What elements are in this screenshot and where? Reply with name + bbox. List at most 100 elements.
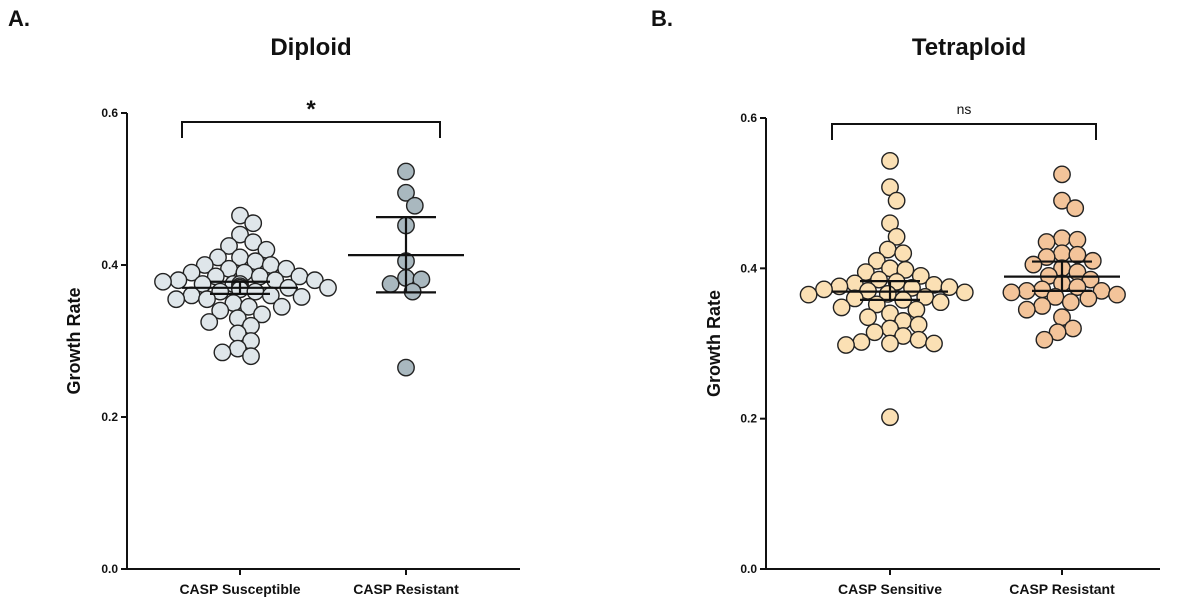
data-point <box>231 206 249 225</box>
chart-title: Diploid <box>270 34 351 61</box>
data-point <box>244 233 263 252</box>
data-point <box>1053 165 1071 184</box>
data-point <box>832 298 851 317</box>
y-tick-label: 0.2 <box>101 410 118 424</box>
data-point <box>272 297 291 316</box>
data-point <box>211 301 230 320</box>
data-point <box>931 293 950 312</box>
panel-letter-a: A. <box>8 6 30 31</box>
data-point <box>867 251 886 270</box>
data-point <box>213 343 232 362</box>
y-axis-label: Growth Rate <box>704 290 724 397</box>
data-point <box>319 278 337 297</box>
data-point <box>1037 233 1056 251</box>
data-point <box>940 278 959 297</box>
data-point <box>870 270 888 289</box>
y-tick-label: 0.6 <box>101 106 118 120</box>
significance-bracket <box>831 123 1097 140</box>
data-point <box>909 315 928 334</box>
data-point <box>1066 199 1085 218</box>
data-point <box>1108 285 1126 304</box>
data-point <box>1046 287 1065 306</box>
data-point <box>859 308 877 327</box>
panel-letter-b: B. <box>651 6 673 31</box>
data-point <box>887 191 906 210</box>
data-point <box>292 288 311 306</box>
data-point <box>896 260 915 279</box>
y-tick-label: 0.4 <box>101 258 118 272</box>
data-point <box>239 297 258 316</box>
data-point <box>253 305 271 324</box>
data-point <box>1024 255 1043 274</box>
data-point <box>397 162 415 181</box>
data-point <box>911 266 930 285</box>
data-point <box>916 287 935 306</box>
chart-title: Tetraploid <box>912 34 1026 61</box>
data-point <box>1035 330 1054 349</box>
data-point <box>277 259 296 278</box>
y-axis-label: Growth Rate <box>64 287 84 394</box>
data-point <box>894 244 913 263</box>
data-point <box>244 214 263 233</box>
x-category-label: CASP Susceptible <box>179 581 300 597</box>
data-point <box>182 286 201 305</box>
x-category-label: CASP Resistant <box>1009 581 1115 597</box>
data-point <box>1053 244 1071 263</box>
data-point <box>220 237 238 255</box>
y-tick-label: 0.4 <box>740 261 757 275</box>
data-point <box>1017 300 1036 319</box>
data-point <box>881 408 899 427</box>
data-point <box>169 271 188 290</box>
data-point <box>1068 230 1087 249</box>
data-point <box>1033 297 1052 315</box>
data-point <box>231 225 249 244</box>
data-point <box>852 333 871 351</box>
data-point <box>195 256 214 274</box>
data-point <box>925 334 943 353</box>
data-point <box>246 282 265 301</box>
data-point <box>405 196 424 215</box>
data-point <box>397 358 415 377</box>
data-point <box>412 270 431 289</box>
data-point <box>200 313 219 331</box>
data-point <box>167 290 186 309</box>
y-tick-label: 0.0 <box>101 562 118 576</box>
data-point <box>1053 191 1071 210</box>
data-point <box>1068 245 1087 264</box>
data-point <box>1061 293 1080 312</box>
data-point <box>1048 323 1067 342</box>
data-point <box>845 289 864 308</box>
y-tick-label: 0.6 <box>740 111 757 125</box>
y-tick-label: 0.0 <box>740 562 757 576</box>
y-tick-label: 0.2 <box>740 412 757 426</box>
data-point <box>154 272 172 291</box>
data-point <box>881 151 899 170</box>
data-point <box>1064 319 1082 338</box>
data-point <box>1053 229 1071 248</box>
data-point <box>242 347 260 366</box>
data-point <box>909 330 928 349</box>
data-point <box>1002 283 1021 302</box>
data-point <box>799 285 818 304</box>
significance-bracket <box>181 121 441 138</box>
data-point <box>198 290 216 309</box>
data-point <box>381 275 400 293</box>
significance-label: * <box>306 96 316 123</box>
data-point <box>907 300 926 319</box>
data-point <box>881 334 899 353</box>
data-point <box>209 248 227 267</box>
data-point <box>837 336 855 354</box>
data-point <box>1079 289 1098 308</box>
x-category-label: CASP Resistant <box>353 581 459 597</box>
data-point <box>182 263 201 282</box>
data-point <box>878 284 897 303</box>
data-point <box>305 271 324 290</box>
data-point <box>887 227 906 246</box>
data-point <box>397 183 415 202</box>
data-point <box>815 280 833 299</box>
data-point <box>955 283 974 302</box>
significance-label: ns <box>957 101 972 117</box>
x-category-label: CASP Sensitive <box>838 581 942 597</box>
data-point <box>865 323 884 342</box>
